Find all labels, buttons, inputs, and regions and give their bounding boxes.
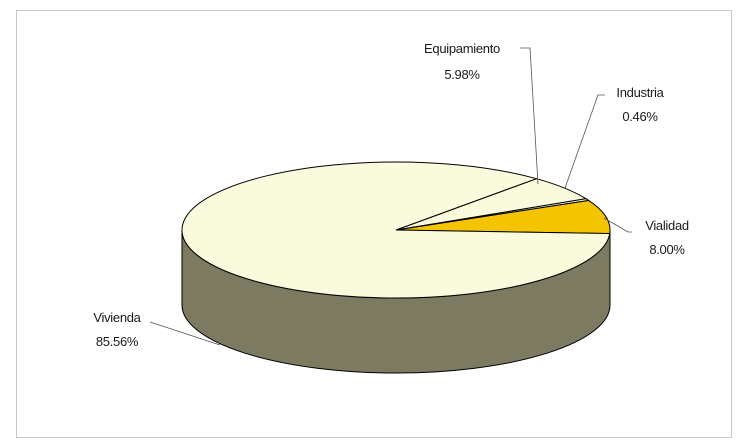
label-vivienda-pct: 85.56%	[96, 334, 139, 349]
label-industria-pct: 0.46%	[622, 109, 658, 124]
leader-line-vialidad	[603, 217, 632, 233]
leader-line-vivienda	[149, 321, 221, 346]
leader-line-industria	[564, 94, 605, 189]
pie-slice-vialidad	[395, 199, 611, 235]
label-equipamiento-pct: 5.98%	[444, 67, 480, 82]
leader-line-equipamiento	[520, 47, 539, 185]
label-vivienda-name: Vivienda	[93, 310, 141, 325]
label-equipamiento-name: Equipamiento	[424, 41, 500, 56]
label-vialidad-pct: 8.00%	[649, 242, 685, 257]
pie-slice-vivienda	[181, 161, 611, 299]
label-vialidad-name: Vialidad	[645, 218, 689, 233]
label-industria-name: Industria	[616, 85, 664, 100]
